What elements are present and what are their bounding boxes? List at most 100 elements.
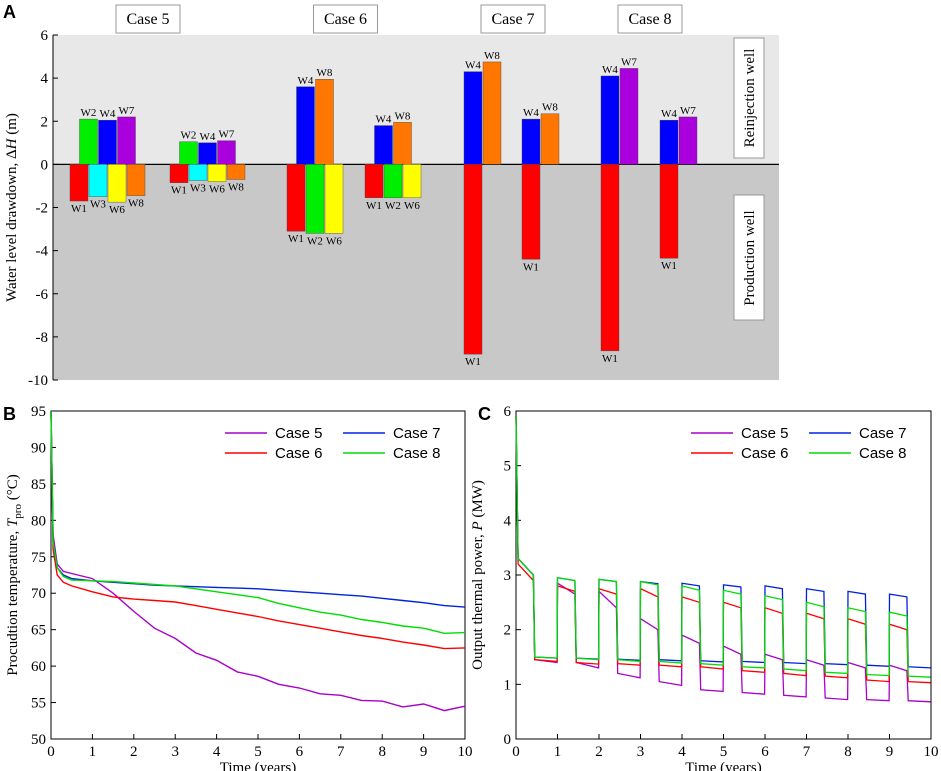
legend-label: Case 7 xyxy=(393,425,441,442)
bar-label: W2 xyxy=(385,200,401,212)
bar xyxy=(107,164,127,203)
legend-label: Case 6 xyxy=(741,445,789,462)
x-tick-label: 3 xyxy=(637,744,645,760)
bar xyxy=(286,164,306,232)
panel-letter-c: C xyxy=(478,404,491,424)
x-tick-label: 7 xyxy=(337,744,345,760)
bar-label: W7 xyxy=(680,105,696,117)
y-tick-label: -2 xyxy=(36,201,49,217)
legend-label: Case 6 xyxy=(275,445,323,462)
x-tick-label: 4 xyxy=(678,744,686,760)
bar xyxy=(482,61,502,165)
x-tick-label: 5 xyxy=(254,744,262,760)
bar xyxy=(126,164,146,196)
x-tick-label: 9 xyxy=(420,744,428,760)
series-line xyxy=(50,410,466,650)
bar xyxy=(315,79,334,165)
y-tick-label: -6 xyxy=(36,287,49,303)
case-label: Case 5 xyxy=(115,4,181,34)
y-tick-label: 4 xyxy=(41,71,49,87)
y-tick-label: 55 xyxy=(31,696,46,712)
bar xyxy=(305,164,325,234)
y-tick-label: 70 xyxy=(31,586,46,602)
case-label-box xyxy=(480,4,546,34)
bar xyxy=(296,86,315,165)
x-axis-label: Time (years) xyxy=(685,760,762,771)
legend-item: Case 6 xyxy=(225,445,323,462)
x-tick-label: 10 xyxy=(924,744,939,760)
y-tick-label: 5 xyxy=(504,459,512,475)
x-axis-label: Time (years) xyxy=(220,760,297,771)
x-tick-label: 7 xyxy=(803,744,811,760)
bar xyxy=(619,68,639,165)
bar-label: W3 xyxy=(190,183,206,195)
bar-label: W2 xyxy=(181,130,197,142)
bar-label: W7 xyxy=(621,56,637,68)
x-tick-label: 6 xyxy=(296,744,304,760)
bar-label: W1 xyxy=(465,356,481,368)
bar xyxy=(600,164,620,352)
zone-label-box xyxy=(733,194,765,321)
bar-label: W4 xyxy=(661,108,677,120)
bar-label: W7 xyxy=(119,105,135,117)
x-tick-label: 4 xyxy=(213,744,221,760)
case-label-box xyxy=(313,4,378,34)
bar-label: W4 xyxy=(298,75,314,87)
bar xyxy=(207,164,227,182)
bar-label: W8 xyxy=(395,110,411,122)
legend-item: Case 8 xyxy=(809,445,907,462)
legend-item: Case 7 xyxy=(343,425,441,442)
y-axis-label: Output thermal power, P (MW) xyxy=(470,480,486,670)
case-label: Case 7 xyxy=(480,4,546,34)
legend-label: Case 5 xyxy=(275,425,323,442)
bar-label: W1 xyxy=(71,203,87,215)
y-axis-label: Procudtion temperature, Tpro (°C) xyxy=(5,474,24,675)
y-tick-label: 0 xyxy=(41,157,49,173)
production-zone xyxy=(53,164,779,380)
bar-label: W7 xyxy=(219,129,235,141)
y-tick-label: 80 xyxy=(31,513,46,529)
reinjection-zone xyxy=(53,35,779,165)
y-tick-label: 2 xyxy=(41,114,49,130)
y-tick-label: 75 xyxy=(31,550,46,566)
bar-label: W6 xyxy=(209,184,225,196)
bar xyxy=(521,164,541,260)
y-tick-label: -4 xyxy=(36,244,49,260)
y-tick-label: 0 xyxy=(504,732,512,748)
x-tick-label: 9 xyxy=(886,744,894,760)
case-label-text: Case 7 xyxy=(491,11,534,28)
legend-label: Case 8 xyxy=(393,445,441,462)
series-line xyxy=(50,410,466,635)
bar xyxy=(600,75,620,165)
bar xyxy=(188,164,208,181)
legend-item: Case 7 xyxy=(809,425,907,442)
x-tick-label: 5 xyxy=(720,744,728,760)
bar-label: W1 xyxy=(288,233,304,245)
production-well-label: Production well xyxy=(733,194,765,321)
x-tick-label: 8 xyxy=(844,744,852,760)
bar xyxy=(659,119,679,165)
zone-label-box xyxy=(733,37,765,159)
bar-label: W6 xyxy=(404,200,420,212)
bar-label: W1 xyxy=(523,261,539,273)
case-label-text: Case 6 xyxy=(324,11,367,28)
bar xyxy=(463,164,483,355)
y-tick-label: 3 xyxy=(504,568,512,584)
bar-label: W4 xyxy=(602,64,618,76)
y-tick-label: 6 xyxy=(504,404,512,420)
reinjection-well-label: Reinjection well xyxy=(733,37,765,159)
series-line xyxy=(50,410,466,712)
bar-label: W8 xyxy=(484,50,500,62)
bar xyxy=(678,116,698,165)
case-label-text: Case 8 xyxy=(628,11,671,28)
y-axis-label: Water level drawdown, ΔH (m) xyxy=(4,113,20,302)
y-tick-label: 95 xyxy=(31,404,46,420)
bar xyxy=(659,164,679,259)
bar xyxy=(79,118,98,165)
